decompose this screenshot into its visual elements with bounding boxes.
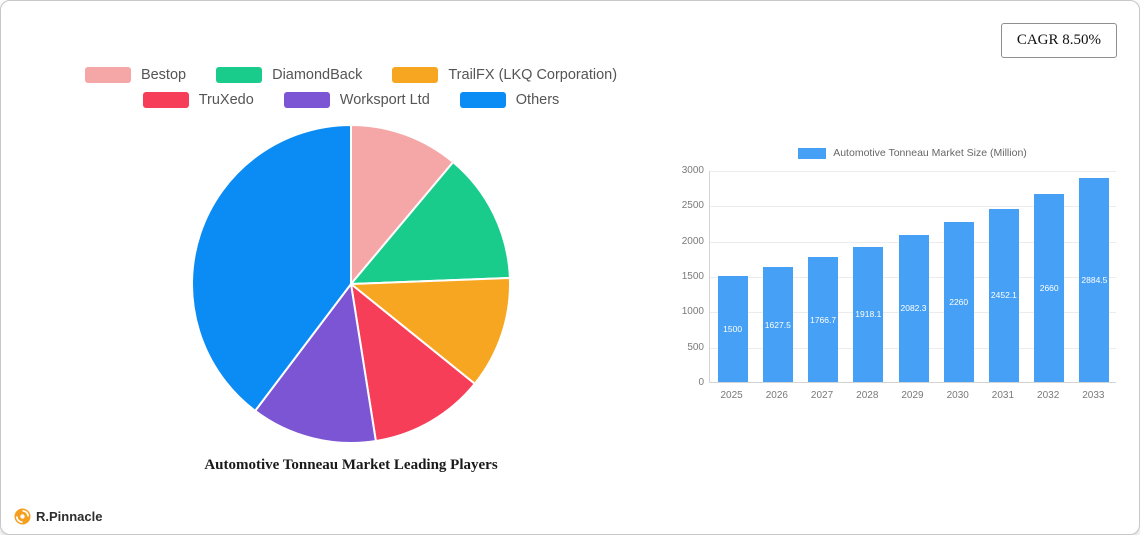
legend-swatch	[84, 67, 131, 83]
bar-chart-section: Automotive Tonneau Market Size (Million)…	[663, 147, 1133, 401]
bar-value-label: 1766.7	[810, 314, 837, 325]
legend-item-others[interactable]: Others	[459, 92, 560, 108]
x-axis-tick-label: 2030	[946, 390, 969, 401]
pie-slice-diamondback[interactable]	[348, 160, 511, 286]
bar-2030[interactable]: 2260	[943, 222, 974, 382]
legend-item-worksport-ltd[interactable]: Worksport Ltd	[283, 92, 430, 108]
x-axis-tick-label: 2032	[1037, 390, 1060, 401]
pie-slice-others[interactable]	[190, 123, 352, 413]
y-axis-tick-label: 1000	[681, 306, 704, 318]
bar-2031[interactable]: 2452.1	[988, 208, 1019, 382]
x-axis-tick-label: 2031	[991, 390, 1015, 401]
legend-swatch	[216, 67, 263, 83]
legend-item-diamondback[interactable]: DiamondBack	[216, 67, 362, 83]
legend-item-trailfx-lkq-corporation[interactable]: TrailFX (LKQ Corporation)	[392, 67, 617, 83]
bar-2026[interactable]: 1627.5	[762, 267, 793, 382]
bar-2027[interactable]: 1766.7	[808, 257, 839, 382]
pie-chart-title: Automotive Tonneau Market Leading Player…	[204, 457, 498, 473]
y-axis-tick-label: 2000	[681, 235, 704, 247]
pie-legend-row: Bestop DiamondBack TrailFX (LKQ Corporatio…	[84, 67, 617, 83]
legend-label: Others	[515, 92, 560, 108]
bar-value-label: 2082.3	[900, 303, 927, 314]
y-axis-tick-label: 3000	[681, 165, 704, 176]
bar-value-label: 1500	[723, 324, 743, 334]
x-axis-tick-label: 2026	[765, 390, 788, 401]
pie-slice-trailfx-lkq-corporation[interactable]	[348, 276, 511, 386]
bar-legend-swatch	[798, 147, 827, 159]
cagr-badge: CAGR 8.50%	[1000, 23, 1117, 58]
bar-2029[interactable]: 2082.3	[898, 234, 929, 382]
bar-2025[interactable]: 1500	[717, 276, 748, 382]
legend-item-bestop[interactable]: Bestop	[84, 67, 187, 83]
legend-swatch	[142, 92, 189, 108]
bar-chart-plot: 0 500 1000 1500 2000 2500 3000 1500 1627.5 1766.7…	[682, 165, 1116, 388]
gridline	[710, 171, 1116, 172]
pie-legend-row: TruXedo Worksport Ltd Others	[142, 92, 560, 108]
bar-value-label: 1627.5	[764, 319, 791, 330]
legend-label: DiamondBack	[272, 67, 363, 83]
x-axis-tick-label: 2029	[901, 390, 924, 401]
brand-footer: R.Pinnacle	[14, 508, 102, 525]
bar-value-label: 1918.1	[855, 309, 882, 320]
legend-label: TrailFX (LKQ Corporation)	[448, 67, 618, 83]
brand-logo-icon	[14, 508, 31, 525]
legend-swatch	[459, 92, 506, 108]
bar-2028[interactable]: 1918.1	[853, 246, 884, 382]
pie-slice-truxedo[interactable]	[349, 281, 477, 443]
bar-value-label: 2260	[949, 297, 969, 308]
bar-value-label: 2884.5	[1081, 275, 1108, 286]
y-axis-tick-label: 0	[698, 377, 704, 388]
bar-legend-label: Automotive Tonneau Market Size (Million)	[833, 147, 1027, 159]
pie-chart[interactable]	[189, 122, 513, 446]
pie-chart-section: Bestop DiamondBack TrailFX (LKQ Corporatio…	[56, 67, 646, 474]
y-axis-tick-label: 1500	[681, 271, 704, 282]
bar-2033[interactable]: 2884.5	[1079, 178, 1110, 382]
legend-label: TruXedo	[198, 92, 254, 108]
x-axis-tick-label: 2028	[856, 390, 879, 401]
legend-label: Bestop	[140, 67, 187, 83]
y-axis-tick-label: 2500	[681, 200, 704, 212]
gridline	[710, 206, 1116, 208]
bar-2032[interactable]: 2660	[1034, 194, 1065, 382]
pie-slice-bestop[interactable]	[350, 123, 455, 287]
y-axis-tick-label: 500	[687, 341, 704, 353]
x-axis-tick-label: 2033	[1082, 390, 1105, 401]
pie-chart-wrap	[189, 122, 513, 451]
legend-item-truxedo[interactable]: TruXedo	[142, 92, 254, 108]
bar-legend[interactable]: Automotive Tonneau Market Size (Million)	[709, 147, 1116, 159]
x-axis-tick-label: 2027	[810, 390, 834, 401]
pie-slice-worksport-ltd[interactable]	[253, 281, 378, 444]
legend-swatch	[283, 92, 330, 108]
pie-legend: Bestop DiamondBack TrailFX (LKQ Corporatio…	[84, 67, 617, 108]
x-axis-tick-label: 2025	[720, 390, 743, 401]
brand-name: R.Pinnacle	[36, 509, 103, 524]
bar-x-axis-labels: 2025 2026 2027 2028 2029 2030 2031 2032 2033	[709, 390, 1116, 401]
legend-label: Worksport Ltd	[339, 92, 430, 108]
legend-swatch	[392, 67, 439, 83]
bar-value-label: 2660	[1039, 283, 1059, 293]
bar-value-label: 2452.1	[990, 290, 1017, 301]
